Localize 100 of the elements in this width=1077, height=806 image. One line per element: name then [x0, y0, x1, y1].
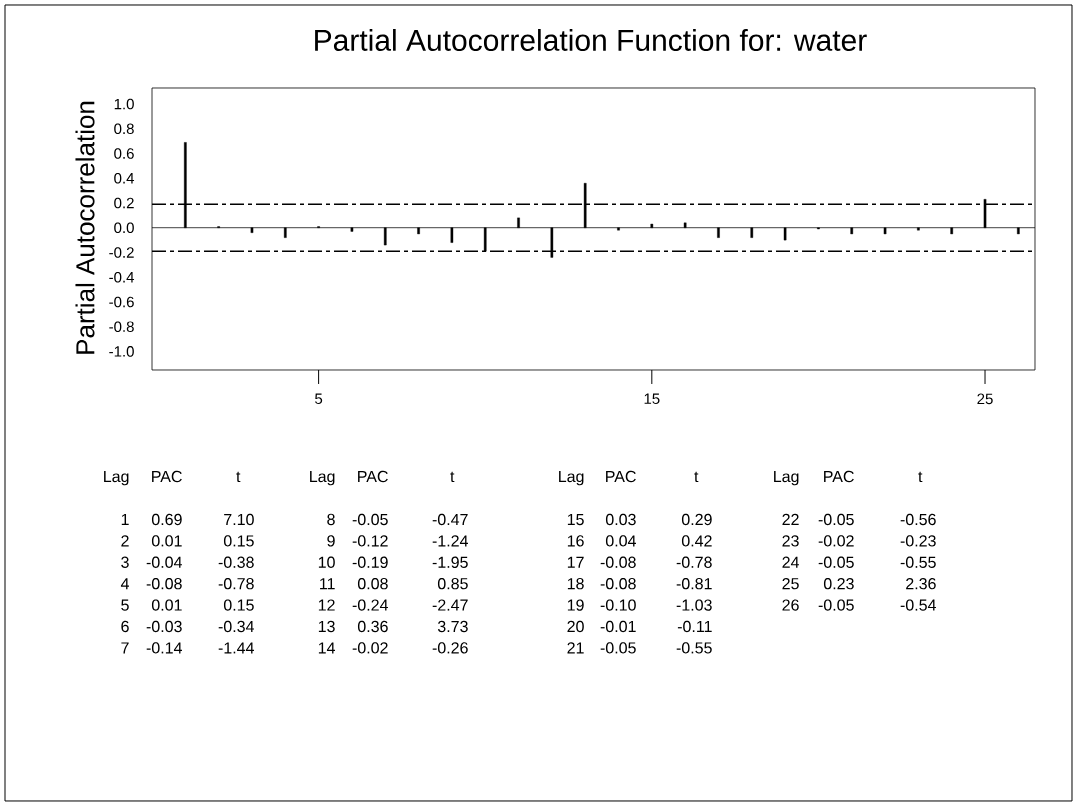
text: -0.23	[900, 535, 936, 547]
text: -0.78	[218, 578, 254, 590]
text: PAC	[606, 470, 636, 483]
y-tick-label: 0.8	[114, 123, 134, 135]
text: 22	[782, 513, 799, 525]
y-axis-title: Partial Autocorrelation	[75, 101, 95, 354]
y-tick-label: -0.2	[109, 247, 134, 258]
text: -0.54	[900, 599, 936, 611]
y-tick-label: 0.4	[114, 172, 135, 184]
text: 18	[567, 578, 584, 590]
text: 10	[318, 556, 335, 568]
text: PAC	[152, 470, 182, 483]
text: t	[694, 471, 699, 483]
y-tick-label: 0.6	[114, 148, 134, 159]
text: 16	[567, 535, 584, 547]
text: 6	[121, 620, 129, 633]
text: 4	[120, 578, 129, 590]
text: 0.29	[681, 513, 712, 526]
x-tick-label: 5	[315, 393, 323, 404]
text: 0.01	[151, 599, 182, 611]
text: -0.55	[900, 556, 936, 568]
text: 3.73	[437, 620, 468, 633]
text: -0.34	[218, 620, 254, 633]
text: -0.05	[818, 513, 854, 526]
text: 0.03	[605, 513, 636, 526]
text: -2.47	[432, 599, 468, 611]
x-tick-label: 25	[977, 393, 993, 405]
text: 9	[327, 535, 335, 547]
text: 23	[782, 535, 799, 547]
y-tick-label: 1.0	[114, 98, 134, 110]
text: -1.95	[432, 556, 468, 568]
text: 20	[567, 620, 584, 633]
text: 14	[318, 642, 335, 654]
text: 0.23	[823, 578, 854, 590]
text: PAC	[824, 470, 854, 483]
text: 0.08	[357, 578, 388, 590]
y-tick-label: 0.2	[114, 197, 134, 209]
text: -0.05	[818, 556, 854, 568]
text: -0.56	[900, 513, 936, 526]
text: 19	[567, 599, 584, 611]
text: 25	[782, 578, 799, 590]
text: t	[918, 471, 923, 483]
text: 2.36	[906, 578, 936, 590]
text: -0.19	[352, 556, 388, 568]
text: -0.26	[432, 642, 468, 654]
text: PAC	[358, 470, 388, 483]
text: -0.05	[352, 513, 388, 526]
text: 0.85	[437, 578, 468, 590]
text: 1	[121, 513, 129, 525]
x-tick-label: 15	[644, 393, 660, 404]
text: Lag	[104, 470, 129, 486]
text: 12	[318, 599, 335, 611]
y-tick-label: -0.6	[109, 296, 134, 308]
text: 17	[567, 556, 584, 568]
text: -0.01	[600, 620, 636, 633]
text: t	[450, 471, 455, 483]
text: 0.15	[223, 535, 254, 547]
text: 8	[327, 513, 335, 526]
text: 21	[567, 642, 584, 654]
text: -1.44	[218, 642, 254, 654]
text: 0.01	[151, 535, 182, 547]
y-tick-label: -0.4	[109, 271, 135, 283]
text: t	[236, 471, 241, 483]
text: 11	[320, 578, 335, 590]
chart-title: Partial Autocorrelation Function for: water	[315, 28, 867, 52]
text: -0.47	[432, 513, 468, 526]
y-tick-label: -1.0	[109, 346, 134, 357]
text: Lag	[559, 470, 584, 486]
text: 15	[567, 513, 584, 526]
text: 7	[121, 642, 129, 654]
y-tick-label: -0.8	[109, 321, 134, 332]
text: -0.10	[600, 599, 636, 611]
text: 13	[318, 620, 335, 633]
text: Lag	[310, 470, 335, 486]
text: -1.03	[676, 599, 712, 611]
text: -0.08	[600, 556, 636, 568]
text: 2	[121, 535, 129, 547]
text: -0.24	[352, 599, 388, 611]
text: -0.78	[676, 556, 712, 568]
text: -0.55	[676, 642, 712, 654]
text: -0.05	[818, 599, 854, 611]
text: -0.38	[218, 556, 254, 568]
text: -0.08	[600, 578, 636, 590]
text: -0.05	[600, 642, 636, 654]
text: -0.11	[677, 620, 712, 633]
text: -0.08	[146, 578, 182, 590]
text: -0.02	[352, 642, 388, 654]
text: 0.15	[223, 599, 254, 611]
text: -0.03	[146, 620, 182, 633]
text: 0.69	[151, 513, 182, 526]
text: 0.36	[357, 620, 388, 633]
text: -0.02	[818, 535, 854, 547]
text: -0.04	[146, 556, 182, 568]
y-tick-label: 0.0	[114, 222, 134, 234]
text: 5	[121, 599, 129, 611]
text: 0.42	[681, 535, 712, 547]
text: Lag	[774, 470, 799, 486]
text: -1.24	[432, 535, 468, 547]
text: 7.10	[224, 513, 254, 526]
text: -0.12	[352, 535, 388, 547]
